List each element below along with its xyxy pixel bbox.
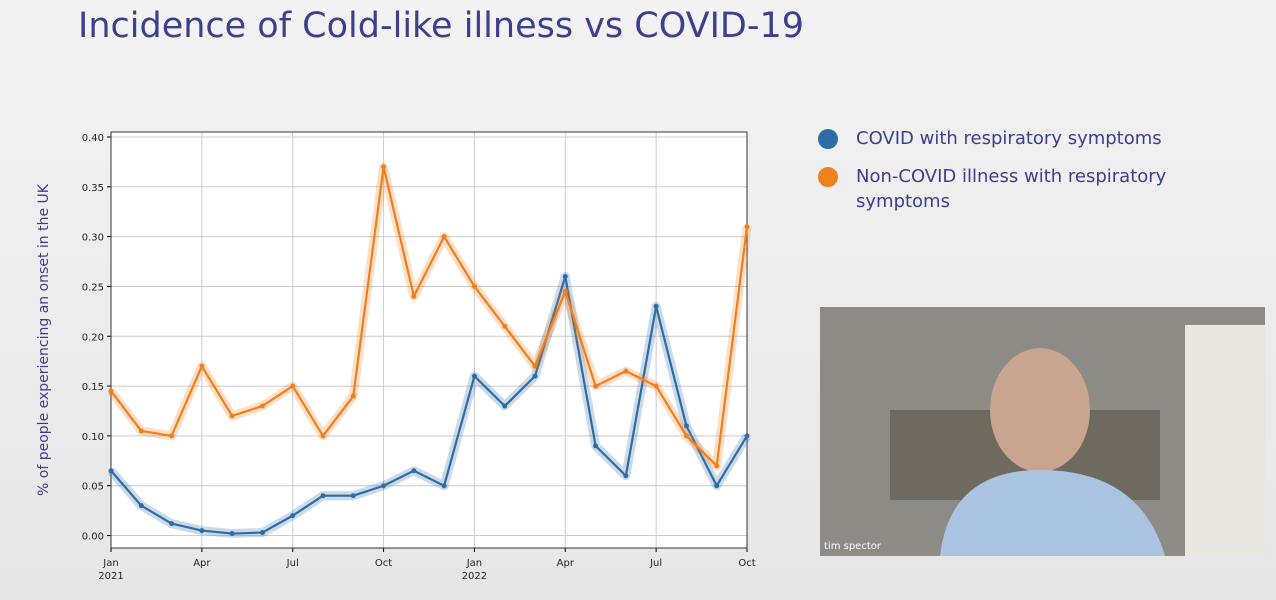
- point: [441, 483, 447, 489]
- point: [623, 368, 629, 374]
- point: [562, 288, 568, 294]
- x-tick-label: Jan: [466, 558, 482, 569]
- point: [259, 530, 265, 536]
- x-tick-label: Jan: [102, 558, 118, 569]
- point: [108, 388, 114, 394]
- point: [471, 373, 477, 379]
- series-line: [110, 275, 748, 535]
- point: [683, 423, 689, 429]
- point: [229, 413, 235, 419]
- y-axis-label: % of people experiencing an onset in the…: [36, 183, 52, 496]
- legend-label: Non-COVID illness with respiratory sympt…: [856, 166, 1167, 212]
- legend-swatch: [818, 167, 838, 187]
- point: [532, 363, 538, 369]
- point: [290, 383, 296, 389]
- x-tick-label: Apr: [193, 558, 211, 569]
- point: [381, 164, 387, 170]
- x-tick-label: Jul: [286, 558, 299, 569]
- point: [714, 483, 720, 489]
- y-tick-label: 0.10: [82, 432, 104, 443]
- point: [441, 234, 447, 240]
- point: [350, 393, 356, 399]
- point: [744, 224, 750, 230]
- point: [653, 303, 659, 309]
- speaker-head: [990, 348, 1090, 472]
- x-tick-label: Jul: [649, 558, 662, 569]
- video-caption: tim spector: [824, 541, 882, 552]
- y-tick-label: 0.30: [82, 233, 104, 244]
- door: [1185, 325, 1265, 556]
- point: [683, 433, 689, 439]
- y-tick-label: 0.25: [82, 282, 104, 293]
- point: [411, 468, 417, 474]
- point: [108, 468, 114, 474]
- point: [229, 531, 235, 537]
- point: [320, 433, 326, 439]
- point: [744, 433, 750, 439]
- point: [290, 513, 296, 519]
- x-tick-label: Apr: [557, 558, 575, 569]
- legend-item: Non-COVID illness with respiratory sympt…: [818, 164, 1216, 214]
- point: [320, 493, 326, 499]
- point: [623, 473, 629, 479]
- y-tick-label: 0.20: [82, 332, 104, 343]
- x-tick-year: 2022: [462, 571, 487, 582]
- point: [502, 323, 508, 329]
- point: [199, 363, 205, 369]
- point: [259, 403, 265, 409]
- point: [350, 493, 356, 499]
- point: [593, 443, 599, 449]
- y-tick-label: 0.15: [82, 382, 104, 393]
- series-line: [110, 165, 749, 467]
- x-tick-label: Oct: [375, 558, 392, 569]
- point: [593, 383, 599, 389]
- y-tick-label: 0.00: [82, 532, 104, 543]
- x-tick-year: 2021: [98, 571, 123, 582]
- x-tick-label: Oct: [738, 558, 755, 569]
- point: [169, 521, 175, 527]
- y-tick-label: 0.35: [82, 183, 104, 194]
- point: [562, 273, 568, 279]
- point: [138, 503, 144, 509]
- point: [502, 403, 508, 409]
- y-tick-label: 0.05: [82, 482, 104, 493]
- plot-frame: [110, 131, 748, 549]
- legend-item: COVID with respiratory symptoms: [818, 126, 1216, 151]
- point: [471, 283, 477, 289]
- legend-label: COVID with respiratory symptoms: [856, 128, 1162, 149]
- legend-swatch: [818, 129, 838, 149]
- chart-title: Incidence of Cold-like illness vs COVID-…: [78, 6, 804, 46]
- point: [532, 373, 538, 379]
- point: [169, 433, 175, 439]
- point: [653, 383, 659, 389]
- point: [411, 293, 417, 299]
- y-tick-label: 0.40: [82, 133, 104, 144]
- point: [714, 463, 720, 469]
- point: [381, 483, 387, 489]
- point: [199, 528, 205, 534]
- speaker-body: [940, 470, 1165, 556]
- point: [138, 428, 144, 434]
